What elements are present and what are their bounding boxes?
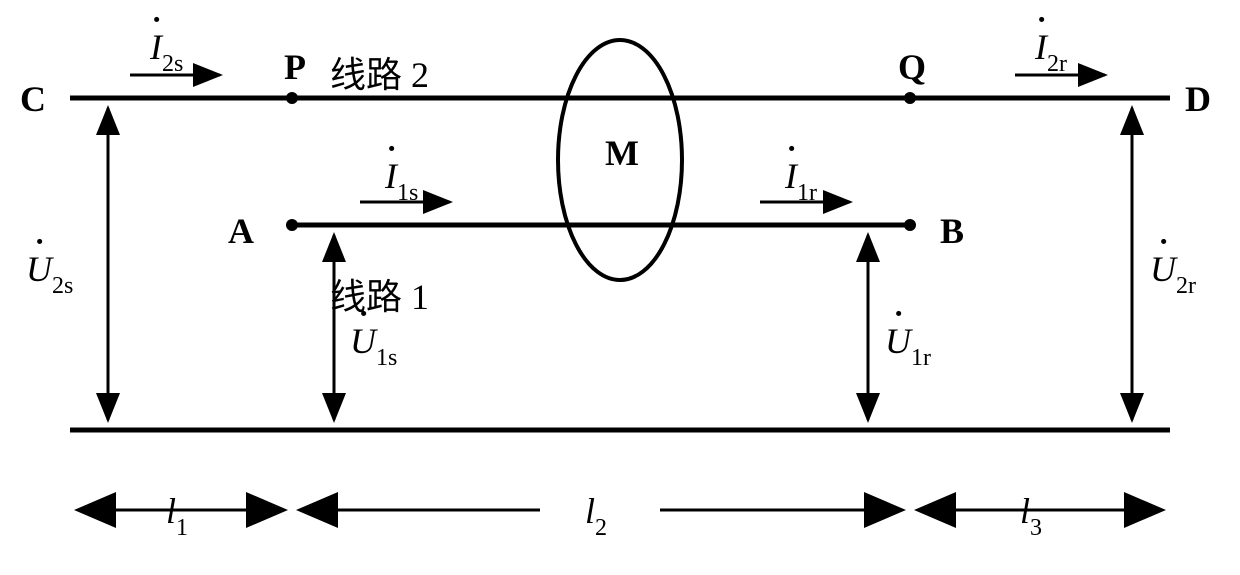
label-l1: l1 — [166, 490, 188, 538]
label-A: A — [228, 210, 254, 252]
U1r-sub: 1r — [911, 345, 931, 371]
I2r-sub: 2r — [1047, 51, 1067, 77]
U1s-sym: U — [350, 321, 376, 361]
diagram-stage: C D P Q A B M 线路 2 线路 1 I2s I2r I1s I1r … — [0, 0, 1240, 575]
l1-sym: l — [166, 491, 176, 531]
label-C: C — [20, 78, 46, 120]
l2-sub: 2 — [595, 515, 607, 541]
label-line1: 线路 1 — [330, 268, 429, 320]
I1s-sub: 1s — [397, 180, 418, 206]
U2r-sub: 2r — [1176, 273, 1196, 299]
label-U1r: U1r — [885, 320, 931, 368]
label-I2r: I2r — [1035, 26, 1067, 74]
label-M: M — [605, 132, 639, 174]
node-b — [904, 219, 916, 231]
label-l3: l3 — [1020, 490, 1042, 538]
node-q — [904, 92, 916, 104]
label-I1r: I1r — [785, 155, 817, 203]
label-B: B — [940, 210, 964, 252]
label-I1s: I1s — [385, 155, 418, 203]
node-a — [286, 219, 298, 231]
label-U2r: U2r — [1150, 248, 1196, 296]
label-Q: Q — [898, 46, 926, 88]
label-line2: 线路 2 — [330, 46, 429, 98]
label-U2s: U2s — [26, 248, 73, 296]
label-U1s: U1s — [350, 320, 397, 368]
I2r-sym: I — [1035, 27, 1047, 67]
label-D: D — [1185, 78, 1211, 120]
diagram-svg — [0, 0, 1240, 575]
label-I2s: I2s — [150, 26, 183, 74]
I1r-sub: 1r — [797, 180, 817, 206]
I1s-sym: I — [385, 156, 397, 196]
U2s-sub: 2s — [52, 273, 73, 299]
node-p — [286, 92, 298, 104]
U2r-sym: U — [1150, 249, 1176, 289]
label-P: P — [284, 46, 306, 88]
I1r-sym: I — [785, 156, 797, 196]
l3-sub: 3 — [1030, 515, 1042, 541]
label-l2: l2 — [585, 490, 607, 538]
l2-sym: l — [585, 491, 595, 531]
I2s-sym: I — [150, 27, 162, 67]
U2s-sym: U — [26, 249, 52, 289]
U1s-sub: 1s — [376, 345, 397, 371]
U1r-sym: U — [885, 321, 911, 361]
I2s-sub: 2s — [162, 51, 183, 77]
l1-sub: 1 — [176, 515, 188, 541]
l3-sym: l — [1020, 491, 1030, 531]
